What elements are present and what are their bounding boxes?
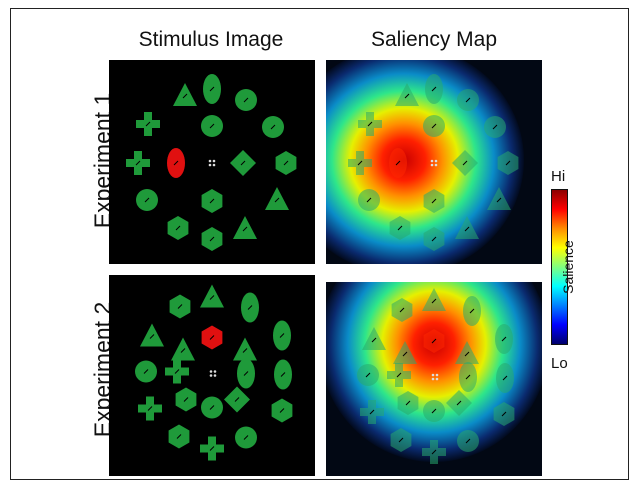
distractor-item: [457, 89, 479, 111]
distractor-item: [233, 216, 257, 239]
fixation-mark: [209, 370, 217, 377]
distractor-item: [235, 89, 257, 111]
distractor-item: [423, 227, 445, 251]
distractor-item: [496, 363, 514, 393]
distractor-item: [235, 426, 257, 449]
distractor-item: [397, 391, 419, 415]
distractor-item: [136, 189, 158, 211]
distractor-item: [200, 436, 224, 461]
distractor-item: [262, 116, 284, 138]
distractor-item: [271, 398, 293, 423]
distractor-item: [487, 187, 511, 210]
target-item: [389, 148, 407, 178]
distractor-item: [393, 341, 417, 364]
distractor-item: [230, 150, 256, 176]
distractor-item: [168, 424, 190, 449]
distractor-item: [273, 320, 291, 351]
distractor-item: [362, 327, 386, 350]
salience-hotspot: [326, 60, 524, 264]
column-title-stimulus: Stimulus Image: [138, 28, 284, 51]
distractor-item: [265, 187, 289, 210]
distractor-item: [497, 151, 519, 175]
target-item: [201, 325, 223, 350]
stimulus-image-experiment-2: [109, 275, 315, 476]
distractor-item: [241, 292, 259, 323]
target-item: [423, 329, 445, 353]
distractor-item: [493, 402, 515, 426]
distractor-item: [495, 324, 513, 354]
distractor-item: [237, 358, 255, 389]
target-item: [167, 148, 185, 178]
distractor-item: [391, 298, 413, 322]
distractor-item: [358, 112, 382, 136]
distractor-item: [463, 296, 481, 326]
distractor-item: [459, 362, 477, 392]
distractor-item: [138, 396, 162, 421]
saliency-map-experiment-2: [326, 282, 542, 476]
distractor-item: [446, 390, 472, 416]
distractor-item: [425, 74, 443, 104]
distractor-item: [452, 150, 478, 176]
distractor-item: [201, 189, 223, 213]
distractor-item: [348, 151, 372, 175]
distractor-item: [422, 288, 446, 311]
distractor-item: [455, 216, 479, 239]
distractor-item: [457, 430, 479, 452]
distractor-item: [484, 116, 506, 138]
distractor-item: [140, 323, 164, 347]
distractor-item: [200, 284, 224, 308]
distractor-item: [423, 115, 445, 137]
distractor-item: [201, 115, 223, 137]
distractor-item: [136, 112, 160, 136]
distractor-item: [224, 386, 250, 413]
distractor-item: [171, 337, 195, 361]
distractor-item: [173, 83, 197, 106]
fixation-mark: [208, 159, 216, 167]
distractor-item: [275, 151, 297, 175]
saliency-svg: [326, 282, 542, 476]
distractor-item: [135, 360, 157, 383]
distractor-item: [358, 189, 380, 211]
figure-frame: [10, 8, 629, 480]
distractor-item: [422, 440, 446, 464]
distractor-item: [201, 227, 223, 251]
distractor-item: [423, 189, 445, 213]
distractor-item: [357, 364, 379, 386]
distractor-item: [175, 387, 197, 412]
distractor-item: [167, 216, 189, 240]
colorbar-title: Salience: [560, 240, 576, 294]
distractor-item: [126, 151, 150, 175]
salience-colorbar: [551, 189, 568, 345]
saliency-svg: [326, 60, 542, 264]
colorbar-lo-label: Lo: [551, 355, 568, 372]
distractor-item: [203, 74, 221, 104]
distractor-item: [389, 216, 411, 240]
salience-hotspot: [326, 282, 542, 462]
distractor-item: [455, 341, 479, 364]
distractor-item: [387, 363, 411, 387]
distractor-item: [360, 400, 384, 424]
saliency-map-experiment-1: [326, 60, 542, 264]
fixation-mark: [431, 373, 439, 381]
distractor-item: [395, 83, 419, 106]
fixation-mark: [430, 159, 438, 167]
distractor-item: [169, 294, 191, 319]
stimulus-svg: [126, 74, 297, 251]
distractor-item: [233, 337, 257, 361]
stimulus-image-experiment-1: [109, 60, 315, 264]
colorbar-hi-label: Hi: [551, 168, 566, 185]
distractor-item: [201, 396, 223, 419]
stimulus-svg: [135, 284, 293, 461]
distractor-item: [423, 400, 445, 422]
column-title-saliency: Saliency Map: [370, 28, 498, 51]
distractor-item: [390, 428, 412, 452]
distractor-item: [274, 359, 292, 390]
distractor-item: [165, 359, 189, 384]
